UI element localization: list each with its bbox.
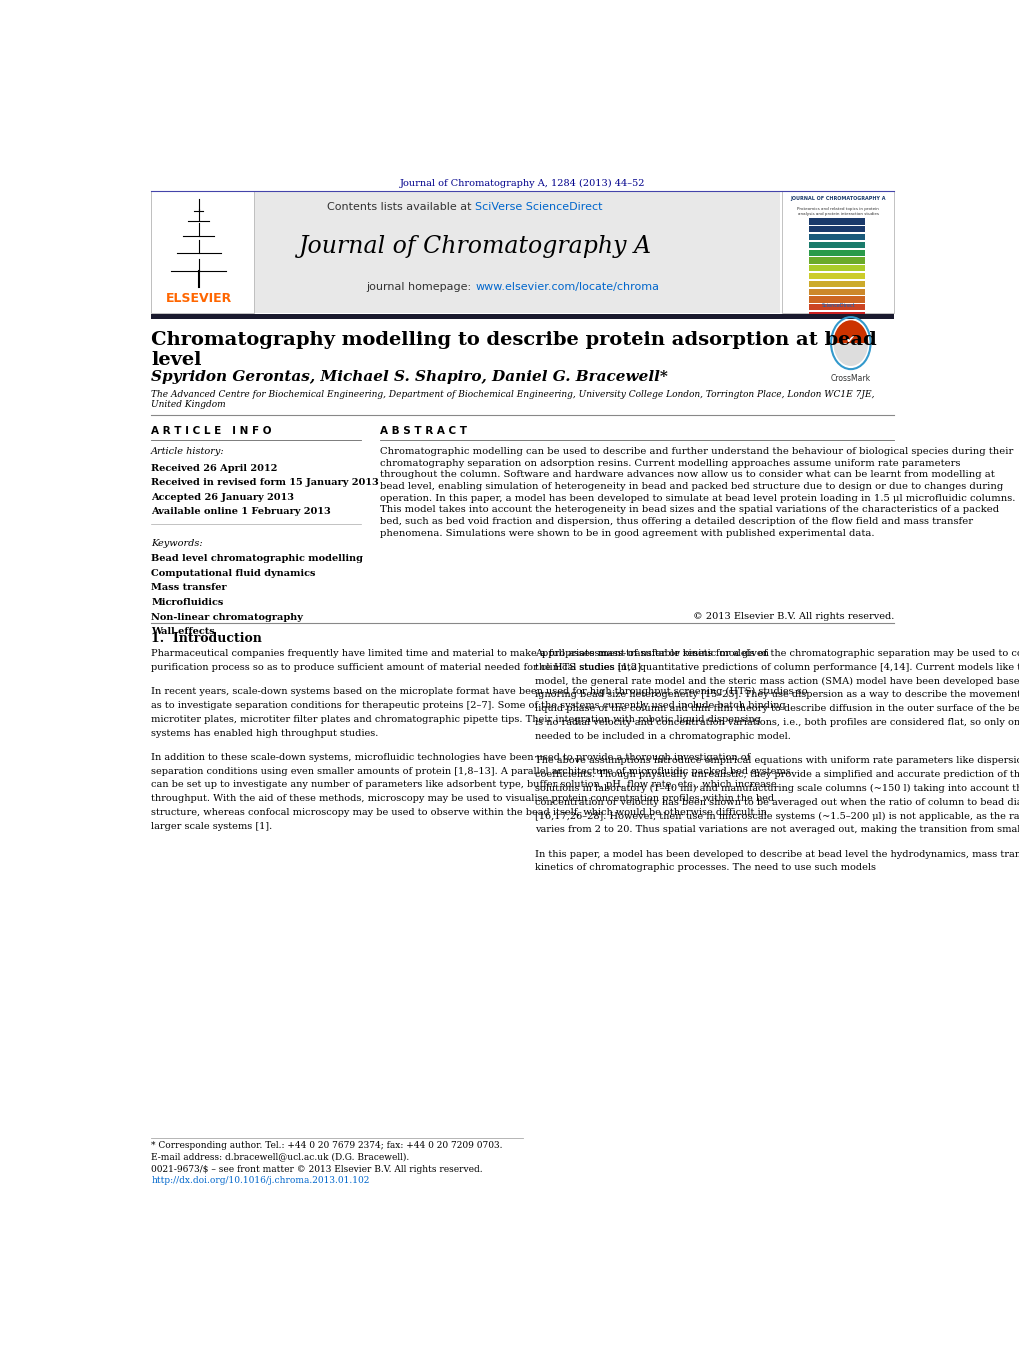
- Text: systems has enabled high throughput studies.: systems has enabled high throughput stud…: [151, 728, 378, 738]
- Text: ELSEVIER: ELSEVIER: [165, 292, 231, 304]
- Bar: [808, 219, 864, 224]
- Text: ignoring bead size heterogeneity [15–25]. They use dispersion as a way to descri: ignoring bead size heterogeneity [15–25]…: [534, 690, 1019, 700]
- Text: 1.  Introduction: 1. Introduction: [151, 632, 262, 646]
- Text: E-mail address: d.bracewell@ucl.ac.uk (D.G. Bracewell).: E-mail address: d.bracewell@ucl.ac.uk (D…: [151, 1152, 409, 1162]
- Text: Non-linear chromatography: Non-linear chromatography: [151, 612, 303, 621]
- Bar: [808, 226, 864, 232]
- Text: http://dx.doi.org/10.1016/j.chroma.2013.01.102: http://dx.doi.org/10.1016/j.chroma.2013.…: [151, 1177, 369, 1185]
- Text: separation conditions using even smaller amounts of protein [1,8–13]. A parallel: separation conditions using even smaller…: [151, 766, 790, 775]
- Bar: [808, 265, 864, 272]
- Text: Chromatographic modelling can be used to describe and further understand the beh: Chromatographic modelling can be used to…: [380, 447, 1015, 538]
- Wedge shape: [833, 343, 867, 366]
- Bar: [808, 289, 864, 295]
- Bar: [808, 281, 864, 286]
- Text: Spyridon Gerontas, Michael S. Shapiro, Daniel G. Bracewell*: Spyridon Gerontas, Michael S. Shapiro, D…: [151, 370, 667, 384]
- Text: SciVerse ScienceDirect: SciVerse ScienceDirect: [475, 201, 602, 212]
- Text: concentration or velocity has been shown to be averaged out when the ratio of co: concentration or velocity has been shown…: [534, 797, 1019, 807]
- Text: JOURNAL OF CHROMATOGRAPHY A: JOURNAL OF CHROMATOGRAPHY A: [790, 196, 886, 201]
- Text: ScienceDirect: ScienceDirect: [820, 303, 854, 308]
- Text: purification process so as to produce sufficient amount of material needed for c: purification process so as to produce su…: [151, 663, 644, 671]
- Text: The Advanced Centre for Biochemical Engineering, Department of Biochemical Engin: The Advanced Centre for Biochemical Engi…: [151, 390, 874, 399]
- Text: Mass transfer: Mass transfer: [151, 584, 226, 593]
- Text: Wall effects: Wall effects: [151, 627, 215, 636]
- Text: structure, whereas confocal microscopy may be used to observe within the bead it: structure, whereas confocal microscopy m…: [151, 808, 766, 817]
- Text: A R T I C L E   I N F O: A R T I C L E I N F O: [151, 427, 271, 436]
- Bar: [808, 273, 864, 280]
- Text: In addition to these scale-down systems, microfluidic technologies have been use: In addition to these scale-down systems,…: [151, 753, 750, 762]
- Text: © 2013 Elsevier B.V. All rights reserved.: © 2013 Elsevier B.V. All rights reserved…: [692, 612, 894, 620]
- Text: can be set up to investigate any number of parameters like adsorbent type, buffe: can be set up to investigate any number …: [151, 781, 776, 789]
- Text: level: level: [151, 351, 202, 369]
- Text: as to investigate separation conditions for therapeutic proteins [2–7]. Some of : as to investigate separation conditions …: [151, 701, 785, 709]
- Text: the HTS studies into quantitative predictions of column performance [4,14]. Curr: the HTS studies into quantitative predic…: [534, 663, 1019, 671]
- Text: Journal of Chromatography A: Journal of Chromatography A: [299, 235, 651, 258]
- Text: coefficients. Though physically unrealistic, they provide a simplified and accur: coefficients. Though physically unrealis…: [534, 770, 1019, 780]
- Text: solutions in laboratory (1–40 ml) and manufacturing scale columns (~150 l) takin: solutions in laboratory (1–40 ml) and ma…: [534, 784, 1019, 793]
- Text: Keywords:: Keywords:: [151, 539, 203, 547]
- Text: microtiter plates, microtiter filter plates and chromatographic pipette tips. Th: microtiter plates, microtiter filter pla…: [151, 715, 760, 724]
- Text: A B S T R A C T: A B S T R A C T: [380, 427, 467, 436]
- Text: needed to be included in a chromatographic model.: needed to be included in a chromatograph…: [534, 732, 790, 740]
- Text: throughput. With the aid of these methods, microscopy may be used to visualise p: throughput. With the aid of these method…: [151, 794, 773, 804]
- Bar: [151, 313, 894, 319]
- Text: United Kingdom: United Kingdom: [151, 400, 225, 409]
- Bar: [808, 250, 864, 255]
- Bar: [808, 242, 864, 249]
- Text: journal homepage:: journal homepage:: [367, 282, 475, 292]
- Bar: [782, 192, 894, 313]
- Text: Appropriate mass-transfer or kinetic models of the chromatographic separation ma: Appropriate mass-transfer or kinetic mod…: [534, 648, 1019, 658]
- Text: model, the general rate model and the steric mass action (SMA) model have been d: model, the general rate model and the st…: [534, 677, 1019, 686]
- Text: ✔: ✔: [846, 335, 855, 345]
- Text: Contents lists available at: Contents lists available at: [327, 201, 475, 212]
- Text: Received in revised form 15 January 2013: Received in revised form 15 January 2013: [151, 478, 379, 488]
- Text: is no radial velocity and concentration variations, i.e., both profiles are cons: is no radial velocity and concentration …: [534, 719, 1019, 727]
- Text: Computational fluid dynamics: Computational fluid dynamics: [151, 569, 316, 578]
- Text: In this paper, a model has been developed to describe at bead level the hydrodyn: In this paper, a model has been develope…: [534, 850, 1019, 859]
- Text: varies from 2 to 20. Thus spatial variations are not averaged out, making the tr: varies from 2 to 20. Thus spatial variat…: [534, 825, 1019, 835]
- Text: In recent years, scale-down systems based on the microplate format have been use: In recent years, scale-down systems base…: [151, 688, 807, 696]
- Text: * Corresponding author. Tel.: +44 0 20 7679 2374; fax: +44 0 20 7209 0703.: * Corresponding author. Tel.: +44 0 20 7…: [151, 1142, 502, 1150]
- Text: Pharmaceutical companies frequently have limited time and material to make a ful: Pharmaceutical companies frequently have…: [151, 648, 768, 658]
- Bar: [808, 257, 864, 263]
- Text: [16,17,26–28]. However, their use in microscale systems (~1.5–200 μl) is not app: [16,17,26–28]. However, their use in mic…: [534, 812, 1019, 820]
- Bar: [808, 304, 864, 311]
- Text: Journal of Chromatography A, 1284 (2013) 44–52: Journal of Chromatography A, 1284 (2013)…: [399, 178, 645, 188]
- Text: Available online 1 February 2013: Available online 1 February 2013: [151, 508, 330, 516]
- Text: 0021-9673/$ – see front matter © 2013 Elsevier B.V. All rights reserved.: 0021-9673/$ – see front matter © 2013 El…: [151, 1165, 482, 1174]
- Text: Chromatography modelling to describe protein adsorption at bead: Chromatography modelling to describe pro…: [151, 331, 876, 349]
- Text: Accepted 26 January 2013: Accepted 26 January 2013: [151, 493, 293, 503]
- Bar: [808, 312, 864, 319]
- Wedge shape: [833, 320, 867, 343]
- Bar: [808, 296, 864, 303]
- Bar: [808, 234, 864, 240]
- Text: CrossMark: CrossMark: [829, 374, 870, 384]
- Text: The above assumptions introduce empirical equations with uniform rate parameters: The above assumptions introduce empirica…: [534, 757, 1019, 765]
- Text: larger scale systems [1].: larger scale systems [1].: [151, 821, 272, 831]
- Text: Microfluidics: Microfluidics: [151, 598, 223, 607]
- Bar: [151, 192, 254, 313]
- Text: Proteomics and related topics in protein
analysis and protein interaction studie: Proteomics and related topics in protein…: [797, 207, 878, 216]
- Text: Bead level chromatographic modelling: Bead level chromatographic modelling: [151, 554, 363, 563]
- Text: kinetics of chromatographic processes. The need to use such models: kinetics of chromatographic processes. T…: [534, 863, 874, 873]
- Bar: [151, 192, 779, 313]
- Text: liquid phase of the column and thin film theory to describe diffusion in the out: liquid phase of the column and thin film…: [534, 704, 1019, 713]
- Text: Received 26 April 2012: Received 26 April 2012: [151, 463, 277, 473]
- Text: www.elsevier.com/locate/chroma: www.elsevier.com/locate/chroma: [475, 282, 658, 292]
- Text: Article history:: Article history:: [151, 447, 224, 457]
